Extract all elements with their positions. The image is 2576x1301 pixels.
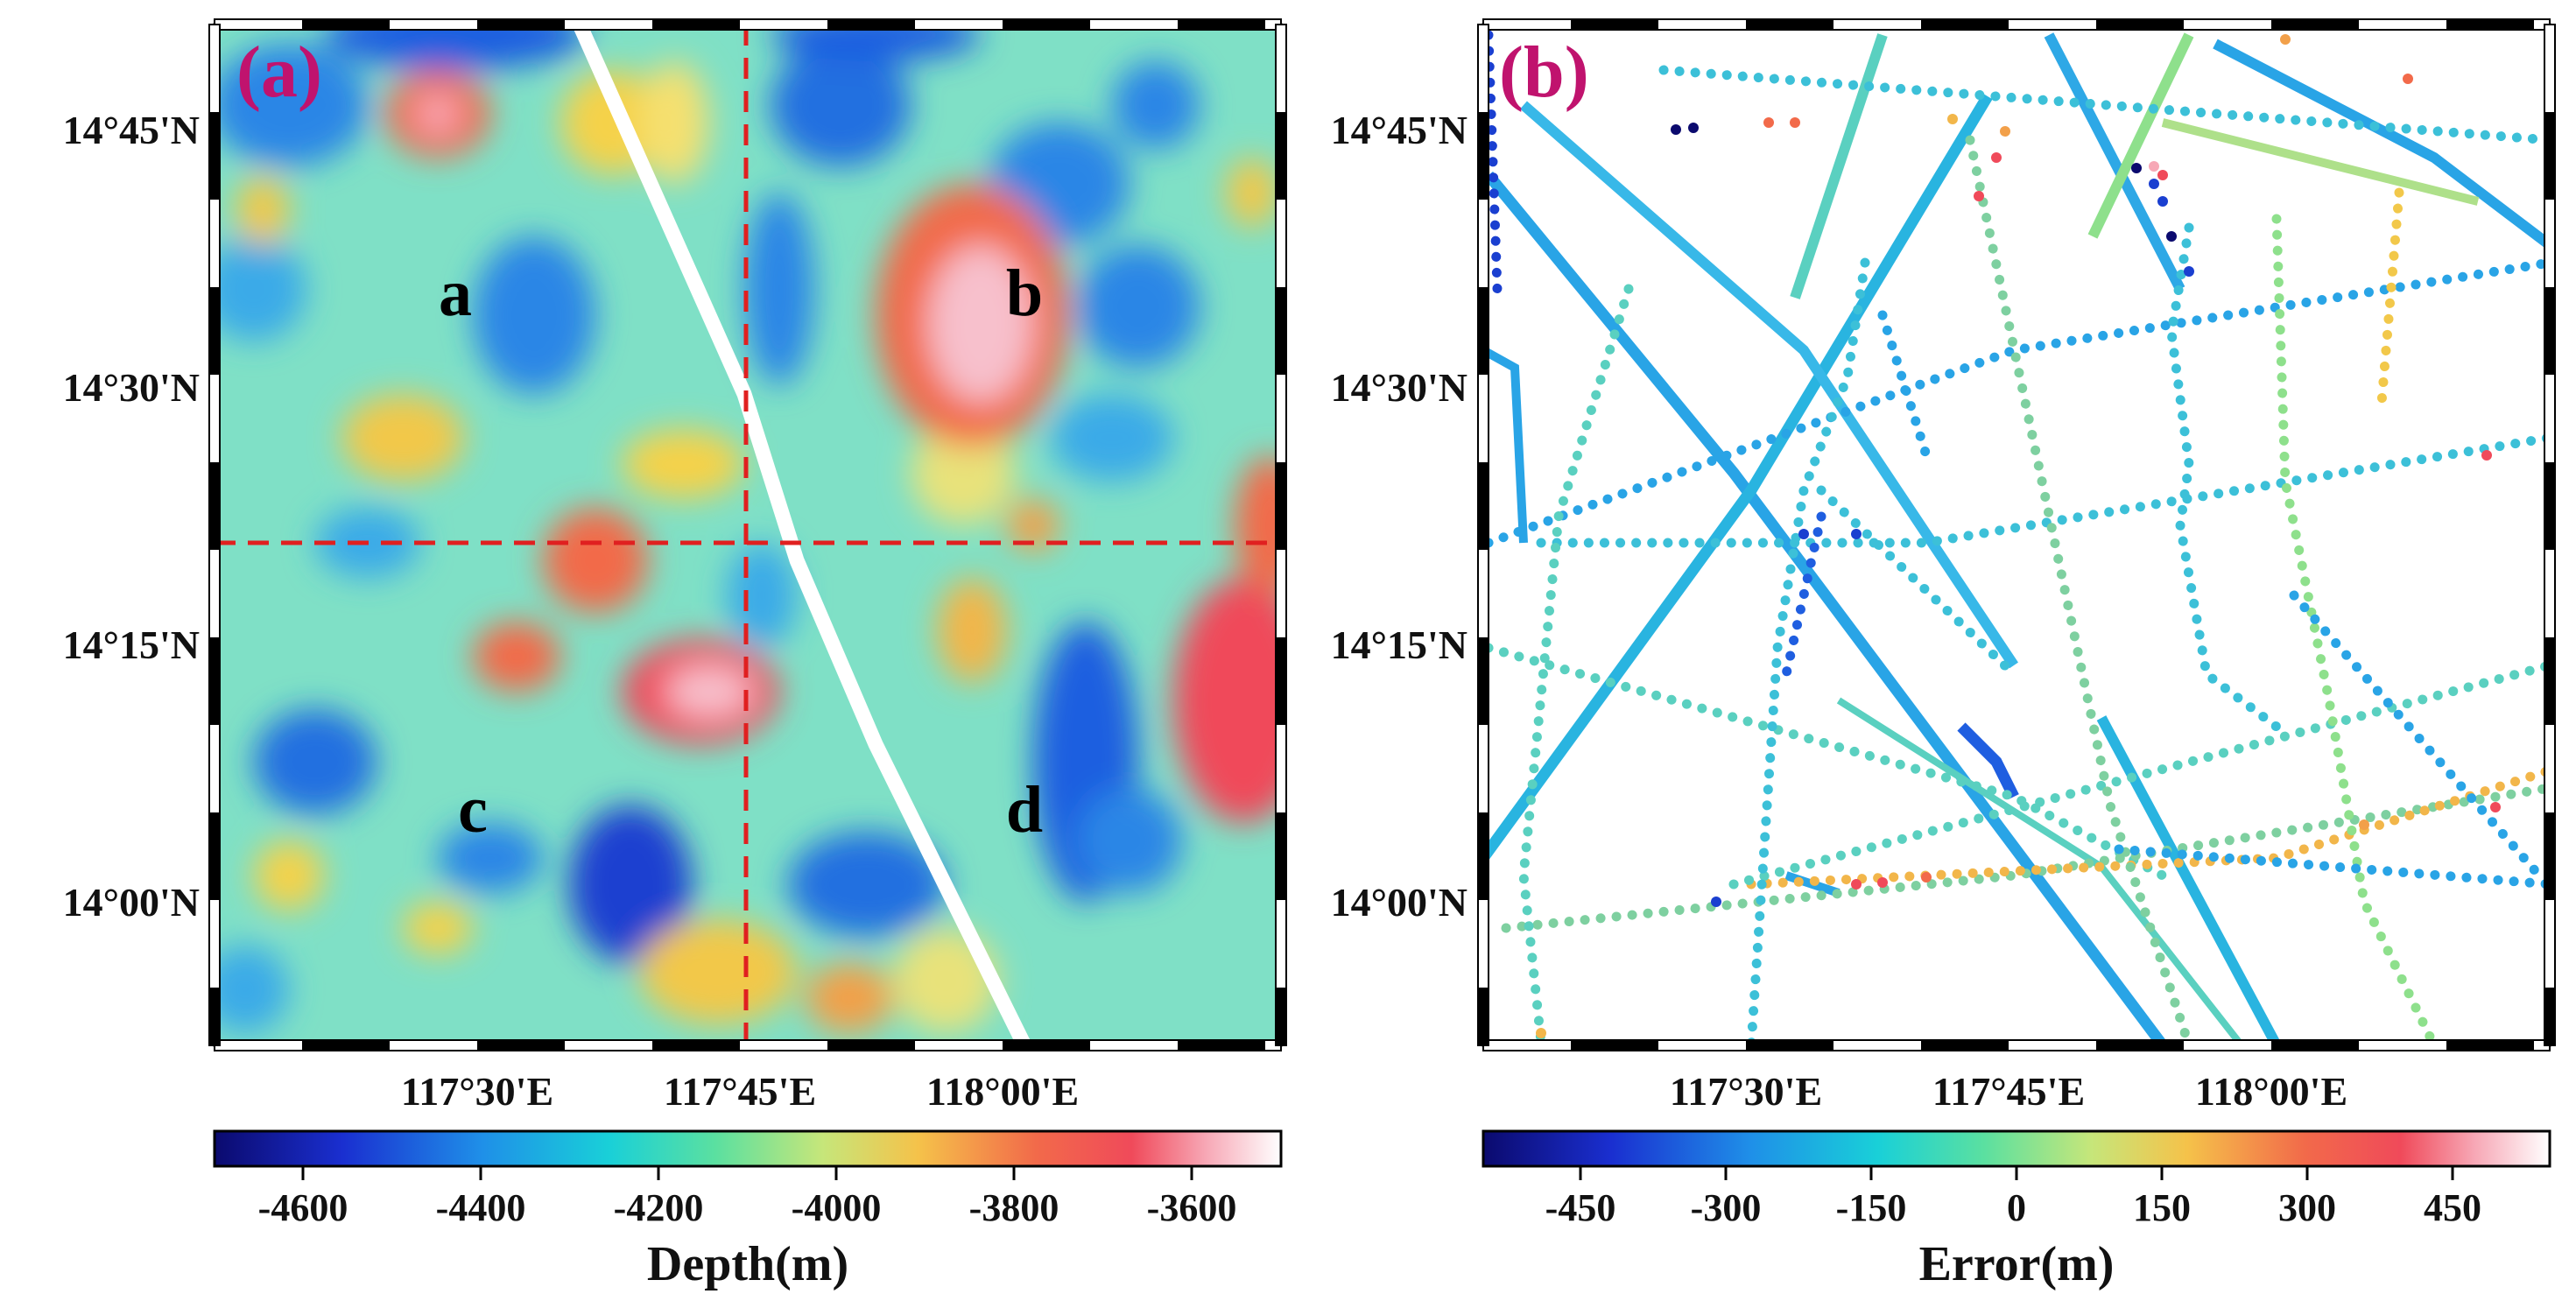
panel-b: (b) 14°45'N 14°30'N 14°15'N 14°00'N 117°… — [1331, 18, 2556, 1291]
panel-a: (a) a b c d 14°45'N 14°30'N 14°15'N 14°0… — [63, 18, 1287, 1291]
colorbar-tick: -3800 — [969, 1186, 1059, 1229]
lat-tick: 14°45'N — [63, 108, 200, 152]
colorbar-tick: -3600 — [1147, 1186, 1237, 1229]
region-label-c: c — [458, 773, 488, 847]
depth-map — [215, 25, 1281, 1045]
region-label-d: d — [1006, 773, 1043, 847]
lon-tick: 118°00'E — [2195, 1069, 2347, 1114]
lat-tick: 14°00'N — [63, 880, 200, 925]
crosshair — [215, 25, 1281, 1045]
lon-tick: 118°00'E — [926, 1069, 1079, 1114]
colorbar-tick: 150 — [2133, 1186, 2191, 1229]
colorbar-tick: -4400 — [436, 1186, 526, 1229]
lat-tick: 14°00'N — [1331, 880, 1467, 925]
colorbar-tick: -4200 — [614, 1186, 704, 1229]
colorbar-tick: 0 — [2007, 1186, 2026, 1229]
colorbar-tick: 450 — [2424, 1186, 2481, 1229]
lat-tick: 14°30'N — [63, 365, 200, 410]
lat-tick: 14°15'N — [1331, 622, 1467, 667]
colorbar-tick: -300 — [1691, 1186, 1762, 1229]
ship-track — [572, 25, 1032, 1045]
lon-tick: 117°30'E — [1670, 1069, 1822, 1114]
lon-tick: 117°45'E — [664, 1069, 816, 1114]
colorbar-tick: -450 — [1545, 1186, 1616, 1229]
panel-label-b: (b) — [1499, 32, 1589, 113]
colorbar-depth: -4600 -4400 -4200 -4000 -3800 -3600 Dept… — [213, 1129, 1283, 1291]
lat-tick: 14°45'N — [1331, 108, 1467, 152]
colorbar-tick: -4000 — [792, 1186, 882, 1229]
colorbar-tick: -4600 — [258, 1186, 348, 1229]
region-label-a: a — [439, 257, 472, 330]
lat-tick: 14°15'N — [63, 622, 200, 667]
lon-tick: 117°30'E — [401, 1069, 553, 1114]
lon-tick: 117°45'E — [1932, 1069, 2085, 1114]
colorbar-tick: -150 — [1836, 1186, 1907, 1229]
error-tracks — [1483, 30, 2550, 1045]
colorbar-tick: 300 — [2278, 1186, 2336, 1229]
colorbar-title: Depth(m) — [647, 1237, 848, 1291]
panel-label-a: (a) — [236, 32, 322, 113]
colorbar-title: Error(m) — [1919, 1237, 2115, 1291]
region-label-b: b — [1006, 257, 1043, 330]
lat-tick: 14°30'N — [1331, 365, 1467, 410]
map-frame-a — [208, 18, 1287, 1051]
map-frame-b — [1477, 18, 2556, 1051]
colorbar-error: -450 -300 -150 0 150 300 450 Error(m) — [1482, 1129, 2551, 1291]
